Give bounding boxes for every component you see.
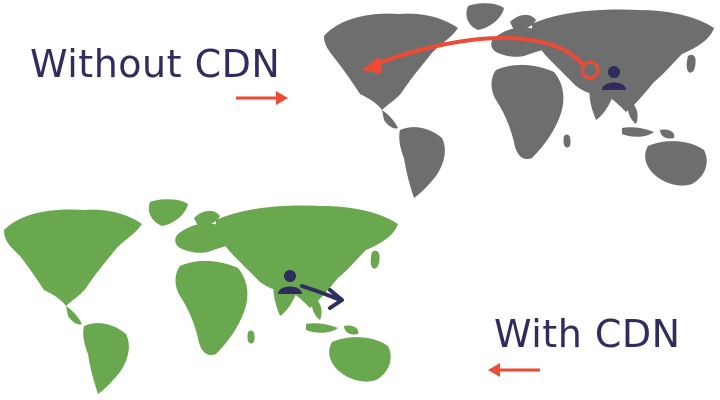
user-icon — [602, 66, 626, 90]
continents-gray — [324, 3, 714, 198]
long-route-arrow — [362, 36, 600, 80]
user-icon — [278, 270, 302, 294]
with-cdn-label: With CDN — [494, 312, 681, 356]
world-map-green — [4, 199, 398, 394]
left-arrow-icon — [488, 363, 540, 377]
world-map-gray — [324, 3, 714, 198]
right-arrow-icon — [236, 91, 288, 105]
short-route-arrow — [300, 284, 344, 310]
continents-green — [4, 199, 398, 394]
without-cdn-label: Without CDN — [30, 42, 281, 86]
